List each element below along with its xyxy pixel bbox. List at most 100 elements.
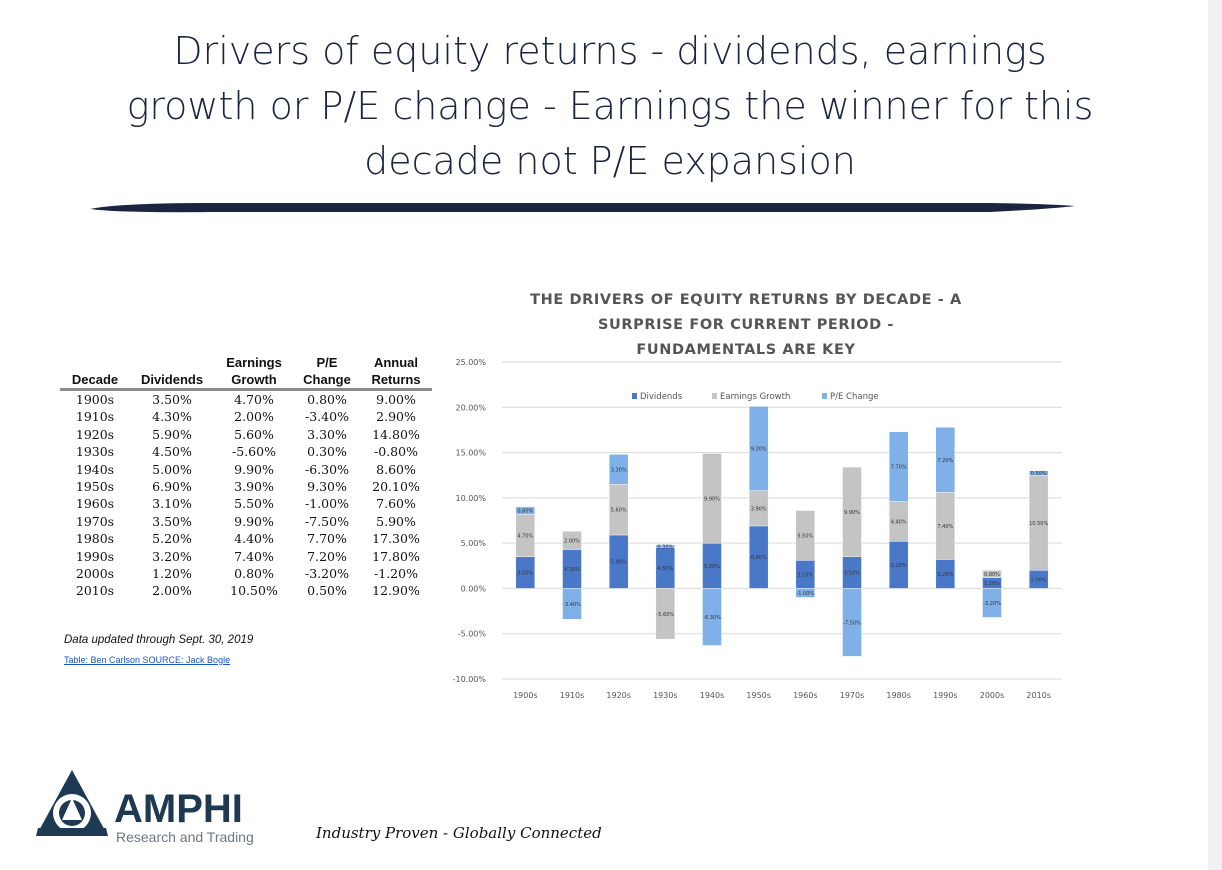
table-header: Annual: [373, 355, 419, 370]
table-cell: 8.60%: [376, 461, 416, 477]
slide-title-line-3: decade not P/E expansion: [364, 139, 856, 183]
table-cell: 7.70%: [307, 531, 347, 547]
data-label: 10.50%: [1029, 521, 1048, 527]
table-header: Returns: [360, 371, 432, 391]
table-cell: 4.50%: [152, 444, 192, 460]
slide-title-line-1: Drivers of equity returns - dividends, e…: [173, 29, 1047, 73]
x-tick-label: 1990s: [933, 691, 958, 700]
bar-segment: [842, 588, 862, 657]
table-cell: 12.90%: [372, 583, 420, 599]
data-label: 3.30%: [611, 467, 627, 473]
table-cell: 7.40%: [234, 548, 274, 564]
table-cell: 4.30%: [152, 409, 192, 425]
data-label: 9.90%: [844, 510, 860, 516]
chart-title-line: THE DRIVERS OF EQUITY RETURNS BY DECADE …: [530, 292, 962, 308]
x-tick-label: 1970s: [840, 691, 865, 700]
data-label: 3.20%: [937, 572, 953, 578]
bar-segment: [935, 427, 956, 493]
table-row: 1920s 5.90% 5.60% 3.30% 14.80%: [60, 426, 432, 443]
bar-segment: [562, 531, 582, 550]
table-header: Change: [294, 371, 360, 391]
table-cell: 9.30%: [307, 479, 347, 495]
table-cell: 1920s: [75, 426, 115, 442]
source-link[interactable]: Table: Ben Carlson SOURCE: Jack Bogle: [64, 655, 231, 665]
data-label: 5.90%: [611, 560, 627, 566]
table-cell: 9.00%: [376, 392, 416, 407]
table-header-row-top: Earnings P/E Annual: [60, 354, 432, 371]
data-label: 1.20%: [984, 581, 1000, 587]
table-cell: 5.90%: [152, 426, 192, 442]
table-cell: 17.80%: [372, 548, 420, 564]
table-row: 1910s 4.30% 2.00% -3.40% 2.90%: [60, 408, 432, 425]
table-row: 1930s 4.50% -5.60% 0.30% -0.80%: [60, 443, 432, 460]
table-row: 1900s 3.50% 4.70% 0.80% 9.00%: [60, 390, 432, 409]
x-tick-label: 1920s: [606, 691, 631, 700]
table-cell: 5.50%: [234, 496, 274, 512]
legend-label: P/E Change: [830, 392, 879, 402]
data-label: -5.60%: [656, 612, 674, 618]
slide-right-edge: [1208, 0, 1222, 870]
table-cell: -5.60%: [232, 444, 276, 460]
table-cell: 1980s: [75, 531, 115, 547]
data-note: Data updated through Sept. 30, 2019: [64, 634, 254, 646]
table-row: 1940s 5.00% 9.90% -6.30% 8.60%: [60, 461, 432, 478]
data-label: 4.70%: [517, 533, 533, 539]
table-header: Growth: [214, 371, 294, 391]
legend-swatch: [712, 393, 717, 399]
table-header: Decade: [60, 371, 130, 391]
slide-title: Drivers of equity returns - dividends, e…: [60, 24, 1160, 189]
table-header: Dividends: [130, 371, 214, 391]
y-tick-label: -10.00%: [453, 675, 487, 684]
legend-label: Dividends: [640, 392, 683, 402]
legend-label: Earnings Growth: [720, 392, 790, 402]
amphi-logo-subtitle: Research and Trading: [116, 829, 254, 845]
x-tick-label: 1930s: [653, 691, 678, 700]
data-label: 0.50%: [1031, 471, 1047, 477]
bar-segment: [655, 544, 676, 548]
x-tick-label: 1940s: [700, 691, 725, 700]
table-cell: 0.30%: [307, 444, 347, 460]
table-cell: 2.00%: [234, 409, 274, 425]
table-cell: 1970s: [75, 513, 115, 529]
table-cell: 9.90%: [234, 513, 274, 529]
y-tick-label: 10.00%: [455, 494, 486, 503]
table-cell: -3.20%: [305, 566, 349, 582]
table-row: 1960s 3.10% 5.50% -1.00% 7.60%: [60, 495, 432, 512]
table-cell: 6.90%: [152, 479, 192, 495]
tagline: Industry Proven - Globally Connected: [316, 824, 602, 842]
legend-swatch: [632, 393, 637, 399]
data-label: 2.00%: [564, 538, 580, 544]
bar-segment: [702, 453, 722, 544]
x-tick-label: 1910s: [560, 691, 585, 700]
x-tick-label: 2010s: [1026, 691, 1051, 700]
y-tick-label: 20.00%: [455, 403, 486, 412]
table-cell: 0.50%: [307, 583, 347, 599]
table-cell: 1910s: [75, 409, 115, 425]
table-cell: 5.90%: [376, 513, 416, 529]
bar-segment: [982, 588, 1002, 618]
x-tick-label: 1950s: [746, 691, 771, 700]
table-cell: -7.50%: [305, 513, 349, 529]
table-cell: 1900s: [75, 392, 115, 407]
table-header: P/E: [316, 355, 338, 370]
table-cell: 7.20%: [307, 548, 347, 564]
table-cell: 10.50%: [230, 583, 278, 599]
table-cell: 1990s: [75, 548, 115, 564]
data-label: -7.50%: [843, 620, 861, 626]
table-cell: -0.80%: [374, 444, 418, 460]
bar-segment: [842, 466, 862, 557]
table-cell: 2.00%: [152, 583, 192, 599]
data-label: 9.30%: [751, 446, 767, 452]
table-header: [130, 354, 214, 371]
table-row: 2010s 2.00% 10.50% 0.50% 12.90%: [60, 582, 432, 599]
table-cell: 5.20%: [152, 531, 192, 547]
data-label: 5.20%: [891, 563, 907, 569]
table-cell: 3.90%: [234, 479, 274, 495]
data-label: 5.50%: [797, 533, 813, 539]
y-tick-label: -5.00%: [458, 630, 487, 639]
table-cell: 14.80%: [372, 426, 420, 442]
table-cell: 5.60%: [234, 426, 274, 442]
data-label: 5.00%: [704, 564, 720, 570]
y-tick-label: 15.00%: [455, 449, 486, 458]
equity-returns-chart: THE DRIVERS OF EQUITY RETURNS BY DECADE …: [453, 292, 1062, 700]
